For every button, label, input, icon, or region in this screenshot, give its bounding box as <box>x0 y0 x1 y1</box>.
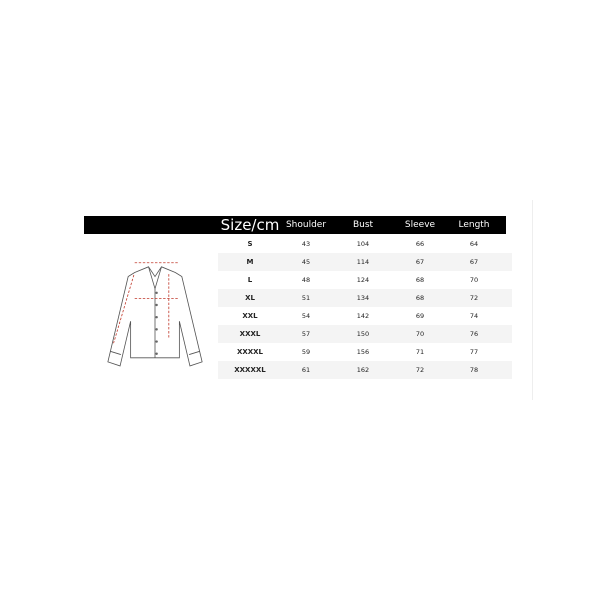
table-row: XXXXXL 61 162 72 78 <box>218 361 512 379</box>
cell-length: 74 <box>469 312 479 320</box>
cell-size: L <box>247 276 253 284</box>
cell-shoulder: 59 <box>301 348 311 356</box>
cell-sleeve: 71 <box>415 348 425 356</box>
divider <box>532 200 533 400</box>
cell-sleeve: 69 <box>415 312 425 320</box>
cell-shoulder: 61 <box>301 366 311 374</box>
cell-shoulder: 54 <box>301 312 311 320</box>
cell-length: 77 <box>469 348 479 356</box>
cell-size: M <box>246 258 254 266</box>
cell-shoulder: 51 <box>301 294 311 302</box>
cell-length: 67 <box>469 258 479 266</box>
cell-bust: 104 <box>356 240 370 248</box>
table-row: M 45 114 67 67 <box>218 253 512 271</box>
table-row: XXXXL 59 156 71 77 <box>218 343 512 361</box>
cell-bust: 124 <box>356 276 370 284</box>
cell-size: XL <box>245 294 255 302</box>
cell-bust: 156 <box>356 348 370 356</box>
header-sleeve: Sleeve <box>404 220 436 230</box>
cell-bust: 162 <box>356 366 370 374</box>
cell-sleeve: 68 <box>415 276 425 284</box>
cell-bust: 150 <box>356 330 370 338</box>
cell-size: XXXL <box>239 330 261 338</box>
cell-bust: 142 <box>356 312 370 320</box>
header-bust: Bust <box>352 220 374 230</box>
cell-size: XXXXL <box>236 348 264 356</box>
header-shoulder: Shoulder <box>285 220 327 230</box>
table-row: XL 51 134 68 72 <box>218 289 512 307</box>
cell-size: XXXXXL <box>234 366 266 374</box>
cell-length: 78 <box>469 366 479 374</box>
header-size: Size/cm <box>220 216 280 234</box>
cell-sleeve: 67 <box>415 258 425 266</box>
cell-length: 64 <box>469 240 479 248</box>
cell-sleeve: 72 <box>415 366 425 374</box>
cell-sleeve: 70 <box>415 330 425 338</box>
cell-shoulder: 45 <box>301 258 311 266</box>
cell-bust: 134 <box>356 294 370 302</box>
table-header-bar <box>84 216 506 234</box>
cell-size: S <box>247 240 253 248</box>
cell-sleeve: 66 <box>415 240 425 248</box>
table-row: S 43 104 66 64 <box>218 235 512 253</box>
cell-length: 70 <box>469 276 479 284</box>
cell-shoulder: 48 <box>301 276 311 284</box>
table-row: XXXL 57 150 70 76 <box>218 325 512 343</box>
cell-length: 72 <box>469 294 479 302</box>
cell-sleeve: 68 <box>415 294 425 302</box>
table-row: L 48 124 68 70 <box>218 271 512 289</box>
table-row: XXL 54 142 69 74 <box>218 307 512 325</box>
cell-shoulder: 43 <box>301 240 311 248</box>
header-length: Length <box>458 220 490 230</box>
cell-size: XXL <box>242 312 258 320</box>
cell-bust: 114 <box>356 258 370 266</box>
cell-length: 76 <box>469 330 479 338</box>
shirt-diagram-icon <box>107 262 203 367</box>
cell-shoulder: 57 <box>301 330 311 338</box>
